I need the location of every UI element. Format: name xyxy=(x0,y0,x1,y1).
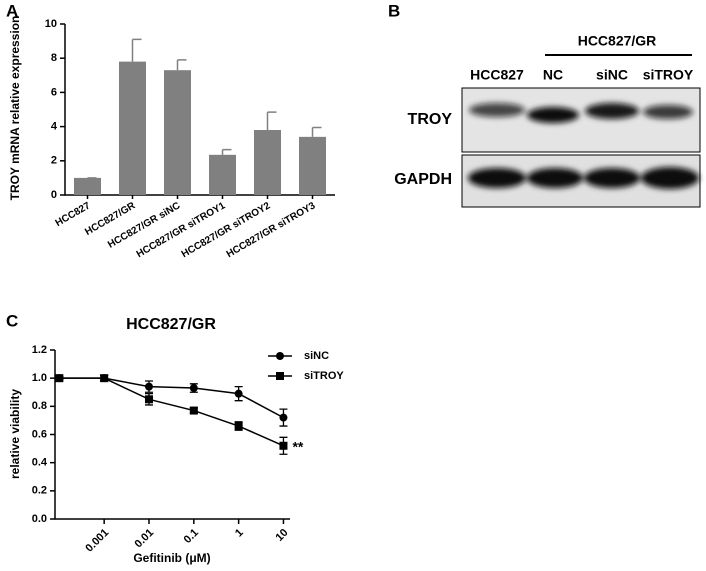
bar xyxy=(299,136,326,195)
row-label: TROY xyxy=(408,111,453,128)
marker xyxy=(144,395,153,404)
marker xyxy=(144,382,153,391)
x-tick-label: HCC827 xyxy=(54,200,93,229)
marker xyxy=(279,441,288,450)
x-tick-label: 0.001 xyxy=(83,527,111,555)
error-bar xyxy=(221,148,232,155)
marker xyxy=(234,422,243,431)
error-bar xyxy=(131,38,142,62)
bar xyxy=(164,70,191,195)
line xyxy=(59,377,284,447)
marker xyxy=(55,374,64,383)
error-bar xyxy=(311,126,322,137)
x-tick-label: 10 xyxy=(273,527,290,544)
y-tick-label: 2 xyxy=(51,155,57,167)
y-tick-label: 0.6 xyxy=(32,428,47,440)
marker xyxy=(279,413,288,422)
y-tick-label: 1.2 xyxy=(32,344,47,356)
marker xyxy=(234,389,243,398)
legend-label: siNC xyxy=(304,350,329,362)
blot-troy xyxy=(461,87,701,153)
x-tick-label: 0.01 xyxy=(133,527,157,551)
lane-label: siTROY xyxy=(643,67,694,83)
bar xyxy=(74,177,101,195)
marker xyxy=(100,374,109,383)
y-tick-label: 0.0 xyxy=(32,513,47,525)
line xyxy=(59,377,284,419)
x-tick-label: 0.1 xyxy=(182,527,201,546)
axis xyxy=(54,350,290,520)
lane-label: siNC xyxy=(596,67,628,83)
y-axis-label: TROY mRNA relative expression xyxy=(8,16,22,201)
y-tick-label: 0.2 xyxy=(32,485,47,497)
bar xyxy=(119,61,146,196)
group-label: HCC827/GR xyxy=(578,33,657,49)
y-tick-label: 10 xyxy=(45,18,57,30)
x-tick-label: 1 xyxy=(233,527,246,540)
y-tick-label: 0.4 xyxy=(32,457,48,469)
legend-marker xyxy=(276,372,284,380)
row-label: GAPDH xyxy=(394,171,452,188)
panel-label: A xyxy=(6,1,18,20)
bar xyxy=(209,154,236,195)
error-bar xyxy=(266,111,277,131)
lane-label: HCC827 xyxy=(470,67,524,83)
y-tick-label: 8 xyxy=(51,52,57,64)
y-tick-label: 4 xyxy=(51,121,58,133)
y-axis-label: relative viability xyxy=(8,389,22,479)
axis xyxy=(64,24,335,196)
y-tick-label: 1.0 xyxy=(32,372,47,384)
y-tick-label: 0.8 xyxy=(32,400,47,412)
chart-title: HCC827/GR xyxy=(126,316,216,333)
y-tick-label: 0 xyxy=(51,189,57,201)
bands xyxy=(468,103,699,189)
y-tick-label: 6 xyxy=(51,86,57,98)
lane-label: NC xyxy=(543,67,563,83)
legend-label: siTROY xyxy=(304,370,344,382)
legend-marker xyxy=(276,352,284,360)
panel-label: C xyxy=(6,311,18,330)
annotation: ** xyxy=(292,438,303,454)
marker xyxy=(189,384,198,393)
marker xyxy=(189,406,198,415)
x-axis-label: Gefitinib (μM) xyxy=(133,551,210,565)
error-bar xyxy=(176,59,187,71)
bar xyxy=(254,130,281,195)
panel-label: B xyxy=(388,1,400,20)
